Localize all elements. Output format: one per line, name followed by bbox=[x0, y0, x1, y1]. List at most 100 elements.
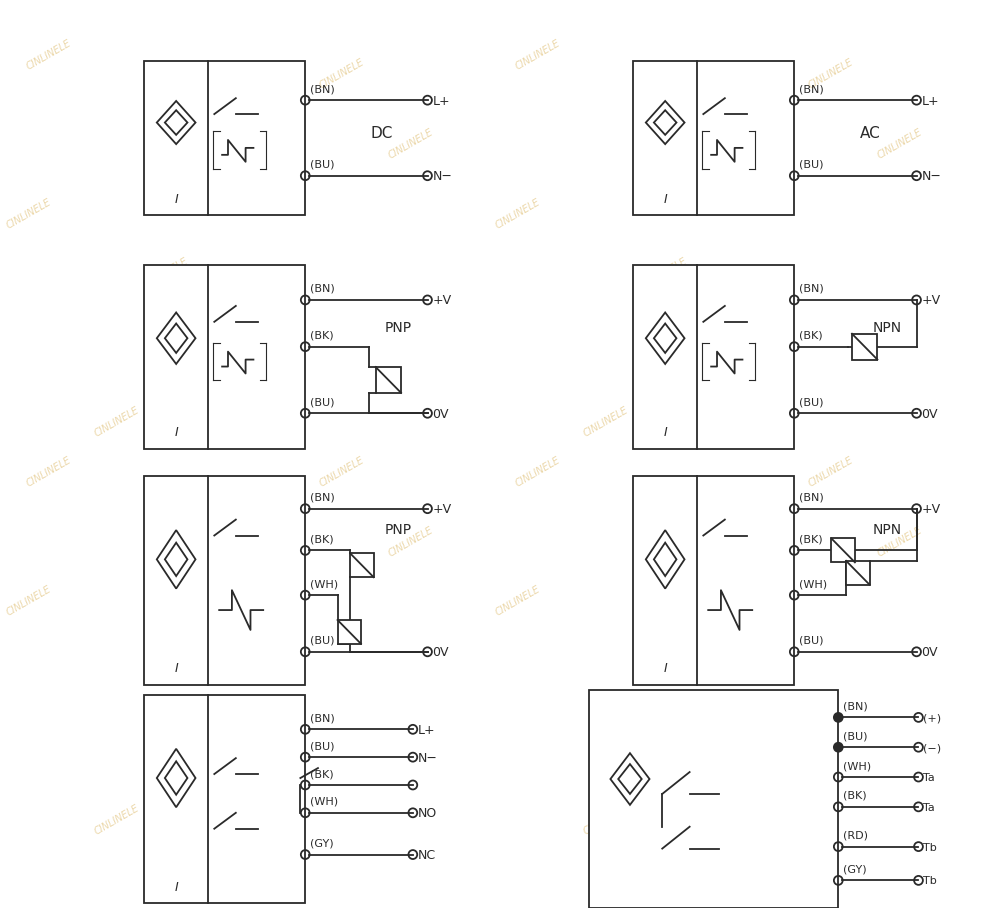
Text: (BK): (BK) bbox=[310, 331, 334, 341]
Text: NC: NC bbox=[418, 848, 436, 861]
Polygon shape bbox=[646, 530, 685, 589]
Polygon shape bbox=[646, 313, 685, 364]
Text: +V: +V bbox=[432, 503, 452, 516]
Text: (BN): (BN) bbox=[799, 283, 824, 293]
Text: CINLINELE: CINLINELE bbox=[142, 653, 190, 687]
Text: I: I bbox=[174, 425, 178, 439]
Polygon shape bbox=[654, 543, 676, 577]
Text: NPN: NPN bbox=[873, 522, 902, 536]
Text: CINLINELE: CINLINELE bbox=[875, 524, 924, 558]
Text: (+): (+) bbox=[923, 712, 942, 722]
Text: (BN): (BN) bbox=[310, 712, 335, 722]
Text: CINLINELE: CINLINELE bbox=[93, 404, 141, 438]
Text: (BN): (BN) bbox=[799, 84, 824, 94]
Polygon shape bbox=[165, 543, 187, 577]
Text: (BN): (BN) bbox=[843, 701, 868, 711]
Text: CINLINELE: CINLINELE bbox=[513, 455, 562, 488]
Text: (BU): (BU) bbox=[799, 159, 824, 169]
Text: CINLINELE: CINLINELE bbox=[5, 197, 53, 230]
Polygon shape bbox=[654, 111, 676, 136]
Text: (BK): (BK) bbox=[799, 534, 823, 544]
Bar bbox=[846, 561, 870, 585]
Text: L+: L+ bbox=[921, 95, 939, 107]
Text: CINLINELE: CINLINELE bbox=[641, 653, 689, 687]
Text: PNP: PNP bbox=[385, 321, 412, 334]
Text: (BK): (BK) bbox=[310, 534, 334, 544]
Text: (BN): (BN) bbox=[799, 492, 824, 502]
Text: (BU): (BU) bbox=[799, 397, 824, 407]
Text: CINLINELE: CINLINELE bbox=[386, 524, 435, 558]
Text: I: I bbox=[174, 661, 178, 674]
Text: (BU): (BU) bbox=[310, 635, 335, 645]
Text: NO: NO bbox=[418, 806, 437, 819]
Polygon shape bbox=[157, 530, 196, 589]
Polygon shape bbox=[610, 753, 650, 805]
Bar bbox=[144, 695, 305, 904]
Text: +V: +V bbox=[921, 503, 941, 516]
Text: CINLINELE: CINLINELE bbox=[807, 57, 855, 91]
Bar bbox=[376, 368, 401, 394]
Text: Tb: Tb bbox=[923, 842, 937, 852]
Text: L+: L+ bbox=[418, 723, 435, 736]
Bar bbox=[633, 265, 794, 449]
Polygon shape bbox=[157, 313, 196, 364]
Text: (WH): (WH) bbox=[310, 796, 338, 806]
Text: (BK): (BK) bbox=[310, 768, 334, 778]
Polygon shape bbox=[157, 749, 196, 807]
Text: I: I bbox=[174, 192, 178, 205]
Text: CINLINELE: CINLINELE bbox=[93, 802, 141, 835]
Text: NPN: NPN bbox=[873, 321, 902, 334]
Text: CINLINELE: CINLINELE bbox=[386, 127, 435, 160]
Text: +V: +V bbox=[921, 294, 941, 307]
Bar bbox=[338, 620, 361, 644]
Text: CINLINELE: CINLINELE bbox=[210, 504, 258, 537]
Text: (BU): (BU) bbox=[310, 159, 335, 169]
Text: CINLINELE: CINLINELE bbox=[875, 127, 924, 160]
Text: L+: L+ bbox=[432, 95, 450, 107]
Polygon shape bbox=[618, 764, 642, 794]
Text: CINLINELE: CINLINELE bbox=[24, 455, 73, 488]
Text: CINLINELE: CINLINELE bbox=[748, 355, 796, 389]
Text: (RD): (RD) bbox=[843, 830, 868, 840]
Text: CINLINELE: CINLINELE bbox=[24, 37, 73, 71]
Text: Ta: Ta bbox=[923, 773, 935, 783]
Circle shape bbox=[834, 743, 843, 752]
Text: CINLINELE: CINLINELE bbox=[259, 752, 307, 786]
Text: CINLINELE: CINLINELE bbox=[699, 504, 748, 537]
Text: CINLINELE: CINLINELE bbox=[5, 584, 53, 618]
Text: (WH): (WH) bbox=[843, 761, 871, 770]
Bar bbox=[633, 476, 794, 685]
Bar bbox=[831, 539, 855, 563]
Text: (WH): (WH) bbox=[310, 578, 338, 589]
Text: CINLINELE: CINLINELE bbox=[318, 57, 366, 91]
Bar bbox=[144, 62, 305, 216]
Text: CINLINELE: CINLINELE bbox=[641, 256, 689, 290]
Text: +V: +V bbox=[432, 294, 452, 307]
Text: PNP: PNP bbox=[385, 522, 412, 536]
Text: (GY): (GY) bbox=[843, 864, 867, 874]
Text: N−: N− bbox=[432, 170, 452, 183]
Text: CINLINELE: CINLINELE bbox=[582, 404, 630, 438]
Text: (WH): (WH) bbox=[799, 578, 827, 589]
Text: (BN): (BN) bbox=[310, 283, 335, 293]
Text: CINLINELE: CINLINELE bbox=[494, 584, 542, 618]
Bar bbox=[350, 554, 374, 578]
Polygon shape bbox=[165, 324, 187, 353]
Text: CINLINELE: CINLINELE bbox=[318, 455, 366, 488]
Text: Tb: Tb bbox=[923, 875, 937, 885]
Text: CINLINELE: CINLINELE bbox=[513, 37, 562, 71]
Circle shape bbox=[834, 713, 843, 722]
Text: (BU): (BU) bbox=[310, 741, 335, 751]
Text: CINLINELE: CINLINELE bbox=[210, 87, 258, 121]
Text: CINLINELE: CINLINELE bbox=[582, 802, 630, 835]
Text: 0V: 0V bbox=[921, 407, 938, 420]
Text: I: I bbox=[663, 192, 667, 205]
Polygon shape bbox=[165, 762, 187, 794]
Text: N−: N− bbox=[921, 170, 941, 183]
Text: CINLINELE: CINLINELE bbox=[748, 752, 796, 786]
Polygon shape bbox=[654, 324, 676, 353]
Polygon shape bbox=[157, 102, 196, 145]
Text: (BN): (BN) bbox=[310, 84, 335, 94]
Polygon shape bbox=[646, 102, 685, 145]
Text: (BU): (BU) bbox=[799, 635, 824, 645]
